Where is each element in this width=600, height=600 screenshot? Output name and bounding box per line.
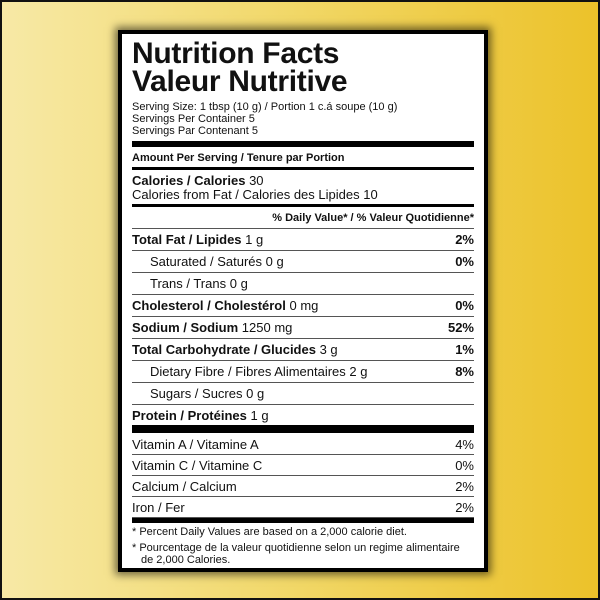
vitamin-row: Iron / Fer 2% [132,497,474,518]
nutrient-amount: 3 g [319,342,338,357]
nutrient-amount: 1250 mg [241,320,293,335]
nutrient-label: Sugars / Sucres [150,386,243,401]
nutrient: Sodium / Sodium 1250 mg [132,320,292,335]
nutrient: Protein / Protéines 1 g [132,408,269,423]
footnote: * Pourcentage de la valeur quotidienne s… [132,542,460,566]
vitamin-row: Calcium / Calcium 2% [132,476,474,497]
daily-value: 4% [455,436,474,452]
nutrient: Sugars / Sucres 0 g [150,386,264,401]
nutrient-row: Saturated / Saturés 0 g 0% [132,251,474,273]
serving-info: Servings Per Container 5 [132,113,255,125]
nutrient-amount: 1 g [245,232,264,247]
nutrient-row: Protein / Protéines 1 g [132,405,474,427]
daily-value: 2% [455,478,474,494]
nutrient-row: Cholesterol / Cholestérol 0 mg 0% [132,295,474,317]
nutrient-row: Sodium / Sodium 1250 mg 52% [132,317,474,339]
divider [132,141,474,147]
nutrient: Dietary Fibre / Fibres Alimentaires 2 g [150,364,367,379]
nutrient-amount: 0 g [229,276,248,291]
daily-value: 0% [455,457,474,473]
nutrient-label: Total Fat / Lipides [132,232,242,247]
dv-header: % Daily Value* / % Valeur Quotidienne* [272,212,474,224]
nutrient: Trans / Trans 0 g [150,276,248,291]
vitamin-row: Vitamin A / Vitamine A 4% [132,434,474,455]
divider [132,228,474,229]
calories-value: 30 [249,173,264,188]
nutrient-amount: 0 g [265,254,284,269]
footnote: * Percent Daily Values are based on a 2,… [132,526,407,538]
daily-value: 2% [455,232,474,247]
calories: Calories / Calories 30 [132,173,474,188]
nutrient-label: Trans / Trans [150,276,227,291]
daily-value: 8% [455,364,474,379]
amount-header: Amount Per Serving / Tenure par Portion [132,152,345,164]
daily-value: 2% [455,499,474,515]
serving-info: Serving Size: 1 tbsp (10 g) / Portion 1 … [132,101,398,113]
nutrient-amount: 0 g [246,386,265,401]
nutrient-list: Total Fat / Lipides 1 g 2% Saturated / Sat… [132,229,474,427]
nutrient: Total Fat / Lipides 1 g [132,232,263,247]
nutrient-row: Total Carbohydrate / Glucides 3 g 1% [132,339,474,361]
vitamin-label: Vitamin C / Vitamine C [132,457,263,473]
vitamin-label: Vitamin A / Vitamine A [132,436,259,452]
nutrient-amount: 0 mg [289,298,319,313]
nutrient-label: Protein / Protéines [132,408,247,423]
nutrition-label: Nutrition Facts Valeur Nutritive Serving… [118,30,488,572]
divider [132,204,474,207]
calories-fat-label: Calories from Fat / Calories des Lipides [132,187,360,202]
vitamin-list: Vitamin A / Vitamine A 4% Vitamin C / Vita… [132,434,474,518]
daily-value: 0% [455,298,474,313]
nutrient-label: Dietary Fibre / Fibres Alimentaires [150,364,346,379]
nutrient-label: Total Carbohydrate / Glucides [132,342,316,357]
nutrient-amount: 1 g [250,408,269,423]
nutrient-row: Dietary Fibre / Fibres Alimentaires 2 g 8… [132,361,474,383]
divider [132,167,474,170]
nutrient-label: Cholesterol / Cholestérol [132,298,286,313]
daily-value: 52% [447,320,474,335]
nutrient-row: Sugars / Sucres 0 g [132,383,474,405]
nutrient: Cholesterol / Cholestérol 0 mg [132,298,318,313]
vitamin-label: Calcium / Calcium [132,478,237,494]
divider [132,425,474,433]
nutrient: Total Carbohydrate / Glucides 3 g [132,342,338,357]
title: Valeur Nutritive [132,65,348,98]
calories-fat: Calories from Fat / Calories des Lipides… [132,187,474,202]
calories-label: Calories / Calories [132,173,246,188]
calories-fat-value: 10 [363,187,378,202]
nutrient-label: Sodium / Sodium [132,320,239,335]
vitamin-row: Vitamin C / Vitamine C 0% [132,455,474,476]
daily-value: 1% [455,342,474,357]
serving-info: Servings Par Contenant 5 [132,125,258,137]
daily-value: 0% [455,254,474,269]
nutrient-amount: 2 g [349,364,368,379]
nutrient-row: Total Fat / Lipides 1 g 2% [132,229,474,251]
title: Nutrition Facts [132,37,340,70]
vitamin-label: Iron / Fer [132,499,185,515]
nutrient-row: Trans / Trans 0 g [132,273,474,295]
nutrient: Saturated / Saturés 0 g [150,254,284,269]
divider [132,518,474,523]
nutrient-label: Saturated / Saturés [150,254,263,269]
